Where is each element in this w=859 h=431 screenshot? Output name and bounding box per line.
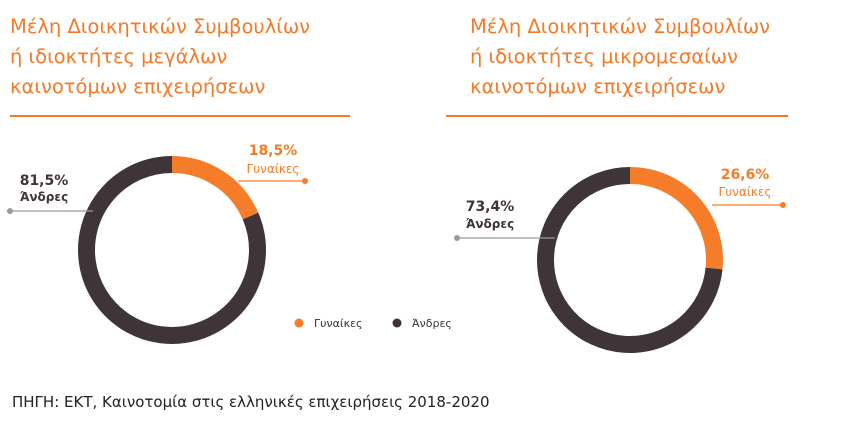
donut-chart-large: 18,5% Γυναίκες 81,5%Άνδρες bbox=[7, 143, 308, 344]
slice-men bbox=[537, 167, 723, 353]
data-label-women-pct: 26,6% bbox=[721, 167, 770, 183]
slice-men bbox=[78, 156, 266, 344]
title-line: Μέλη Διοικητικών Συμβουλίων bbox=[10, 15, 311, 38]
slice-women bbox=[171, 156, 259, 220]
chart-title-large: Μέλη Διοικητικών Συμβουλίων ή ιδιοκτήτες… bbox=[10, 12, 310, 102]
legend-label-men: Άνδρες bbox=[412, 317, 452, 330]
leader-dot-women bbox=[780, 202, 786, 208]
leader-dot-men bbox=[454, 235, 460, 241]
title-line: ή ιδιοκτήτες μεγάλων bbox=[10, 45, 228, 68]
data-label-men-pct: 73,4% bbox=[466, 199, 515, 215]
title-underline-right bbox=[446, 115, 788, 117]
title-line: Μέλη Διοικητικών Συμβουλίων bbox=[470, 15, 771, 38]
data-label-men-name: Άνδρες bbox=[20, 190, 68, 204]
donut-chart-sme: 26,6% Γυναίκες 73,4% Άνδρες bbox=[454, 167, 786, 353]
legend-marker-women bbox=[294, 318, 304, 328]
title-line: καινοτόμων επιχειρήσεων bbox=[10, 75, 266, 98]
source-note: ΠΗΓΗ: ΕΚΤ, Καινοτομία στις ελληνικές επι… bbox=[12, 393, 490, 411]
legend: Γυναίκες Άνδρες bbox=[294, 317, 452, 330]
title-line: ή ιδιοκτήτες μικρομεσαίων bbox=[470, 45, 738, 68]
legend-label-women: Γυναίκες bbox=[314, 317, 363, 330]
slice-women bbox=[629, 167, 723, 270]
data-label-men-name: Άνδρες bbox=[466, 217, 514, 231]
title-underline-left bbox=[10, 115, 350, 117]
data-label-women-name: Γυναίκες bbox=[247, 162, 300, 176]
data-label-women-pct: 18,5% bbox=[249, 143, 298, 159]
title-line: καινοτόμων επιχειρήσεων bbox=[470, 75, 726, 98]
data-label-men-pct: 81,5% bbox=[20, 173, 69, 189]
leader-dot-women bbox=[302, 178, 308, 184]
legend-marker-men bbox=[392, 318, 402, 328]
data-label-women-name: Γυναίκες bbox=[719, 185, 772, 199]
chart-title-sme: Μέλη Διοικητικών Συμβουλίων ή ιδιοκτήτες… bbox=[470, 12, 770, 102]
leader-dot-men bbox=[7, 208, 13, 214]
